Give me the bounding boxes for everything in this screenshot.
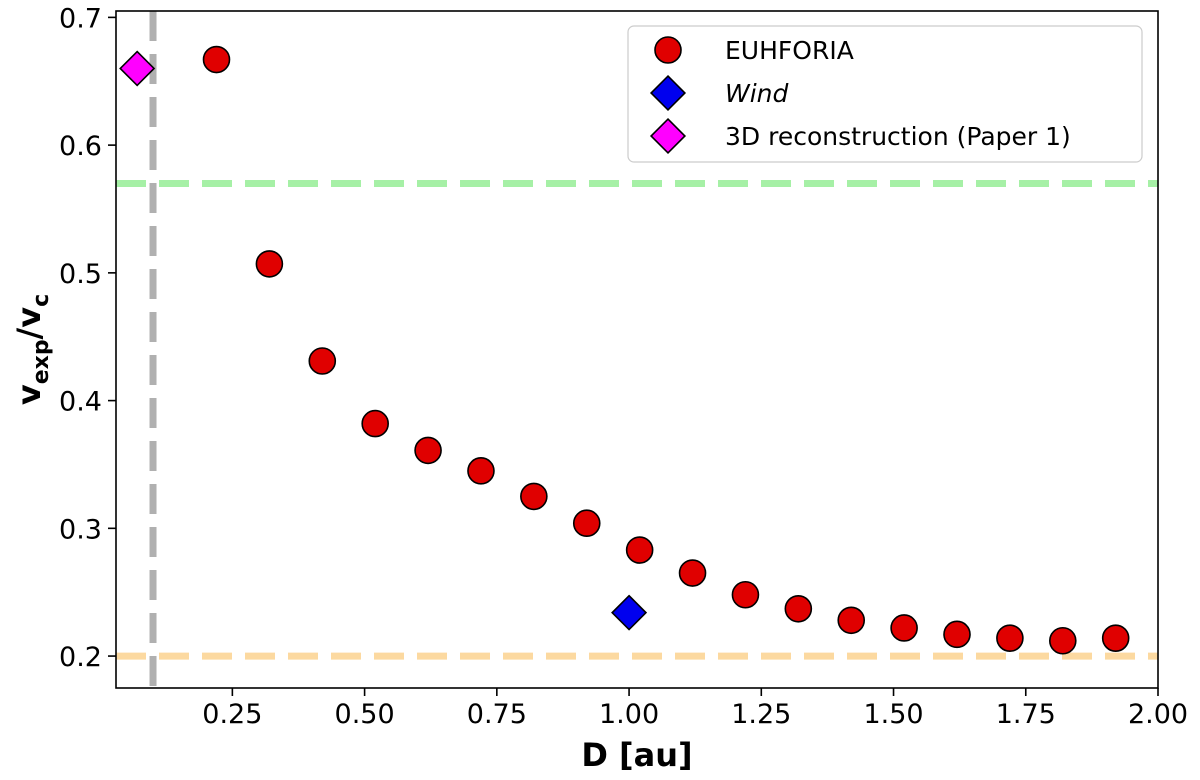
y-tick-label-0: 0.2 (59, 642, 102, 673)
y-label-sub-exp: exp (29, 339, 54, 384)
y-axis-ticks: 0.2 0.3 0.4 0.5 0.6 0.7 (59, 3, 116, 673)
x-tick-label-4: 1.25 (731, 699, 791, 730)
y-tick-label-4: 0.6 (59, 131, 102, 162)
euhforia-point-12 (837, 606, 866, 635)
euhforia-point-13 (890, 614, 918, 642)
x-tick-label-1: 0.50 (335, 699, 395, 730)
y-tick-label-2: 0.4 (59, 387, 102, 418)
legend-marker-1 (649, 74, 687, 112)
data-points (119, 45, 1130, 655)
euhforia-point-1 (255, 250, 284, 278)
euhforia-point-0 (202, 45, 231, 74)
euhforia-point-15 (996, 624, 1024, 652)
euhforia-point-3 (361, 409, 389, 438)
euhforia-point-10 (731, 580, 760, 609)
legend-label-1: Wind (725, 79, 789, 108)
euhforia-point-16 (1048, 626, 1077, 655)
legend-label-2: 3D reconstruction (Paper 1) (725, 122, 1071, 151)
euhforia-point-14 (943, 620, 971, 649)
y-axis-label: vexp/vc (10, 294, 54, 405)
euhforia-point-6 (520, 482, 548, 511)
euhforia-point-2 (308, 347, 337, 375)
legend-marker-0 (654, 36, 682, 64)
x-axis-ticks: 0.25 0.50 0.75 1.00 1.25 1.50 1.75 2.00 (202, 688, 1188, 730)
reference-lines (116, 11, 1158, 688)
euhforia-point-4 (414, 436, 442, 465)
legend-label-0: EUHFORIA (725, 36, 854, 65)
x-tick-label-5: 1.50 (863, 699, 923, 730)
series2-point-0 (119, 50, 156, 87)
y-tick-label-3: 0.5 (59, 259, 102, 290)
euhforia-point-7 (572, 509, 601, 538)
legend-box (627, 25, 1143, 163)
x-tick-label-2: 0.75 (467, 699, 527, 730)
y-label-v1: v (10, 384, 48, 405)
legend: EUHFORIA Wind 3D reconstruction (Paper 1) (627, 25, 1143, 163)
y-label-sub-c: c (29, 294, 54, 307)
euhforia-point-8 (625, 536, 654, 564)
euhforia-point-5 (467, 457, 495, 485)
euhforia-point-11 (784, 595, 813, 623)
series1-point-0 (611, 594, 648, 631)
y-label-v2: v (10, 307, 48, 328)
plot-frame (115, 10, 1159, 689)
x-tick-label-0: 0.25 (202, 699, 262, 730)
euhforia-point-17 (1101, 624, 1130, 652)
y-tick-label-1: 0.3 (59, 514, 102, 545)
y-tick-label-5: 0.7 (59, 3, 102, 34)
x-tick-label-6: 1.75 (996, 699, 1056, 730)
legend-marker-2 (649, 117, 687, 155)
x-axis-label: D [au] (581, 736, 692, 774)
x-tick-label-3: 1.00 (599, 699, 659, 730)
x-tick-label-7: 2.00 (1128, 699, 1188, 730)
y-label-slash: / (10, 327, 48, 339)
euhforia-point-9 (678, 559, 707, 587)
